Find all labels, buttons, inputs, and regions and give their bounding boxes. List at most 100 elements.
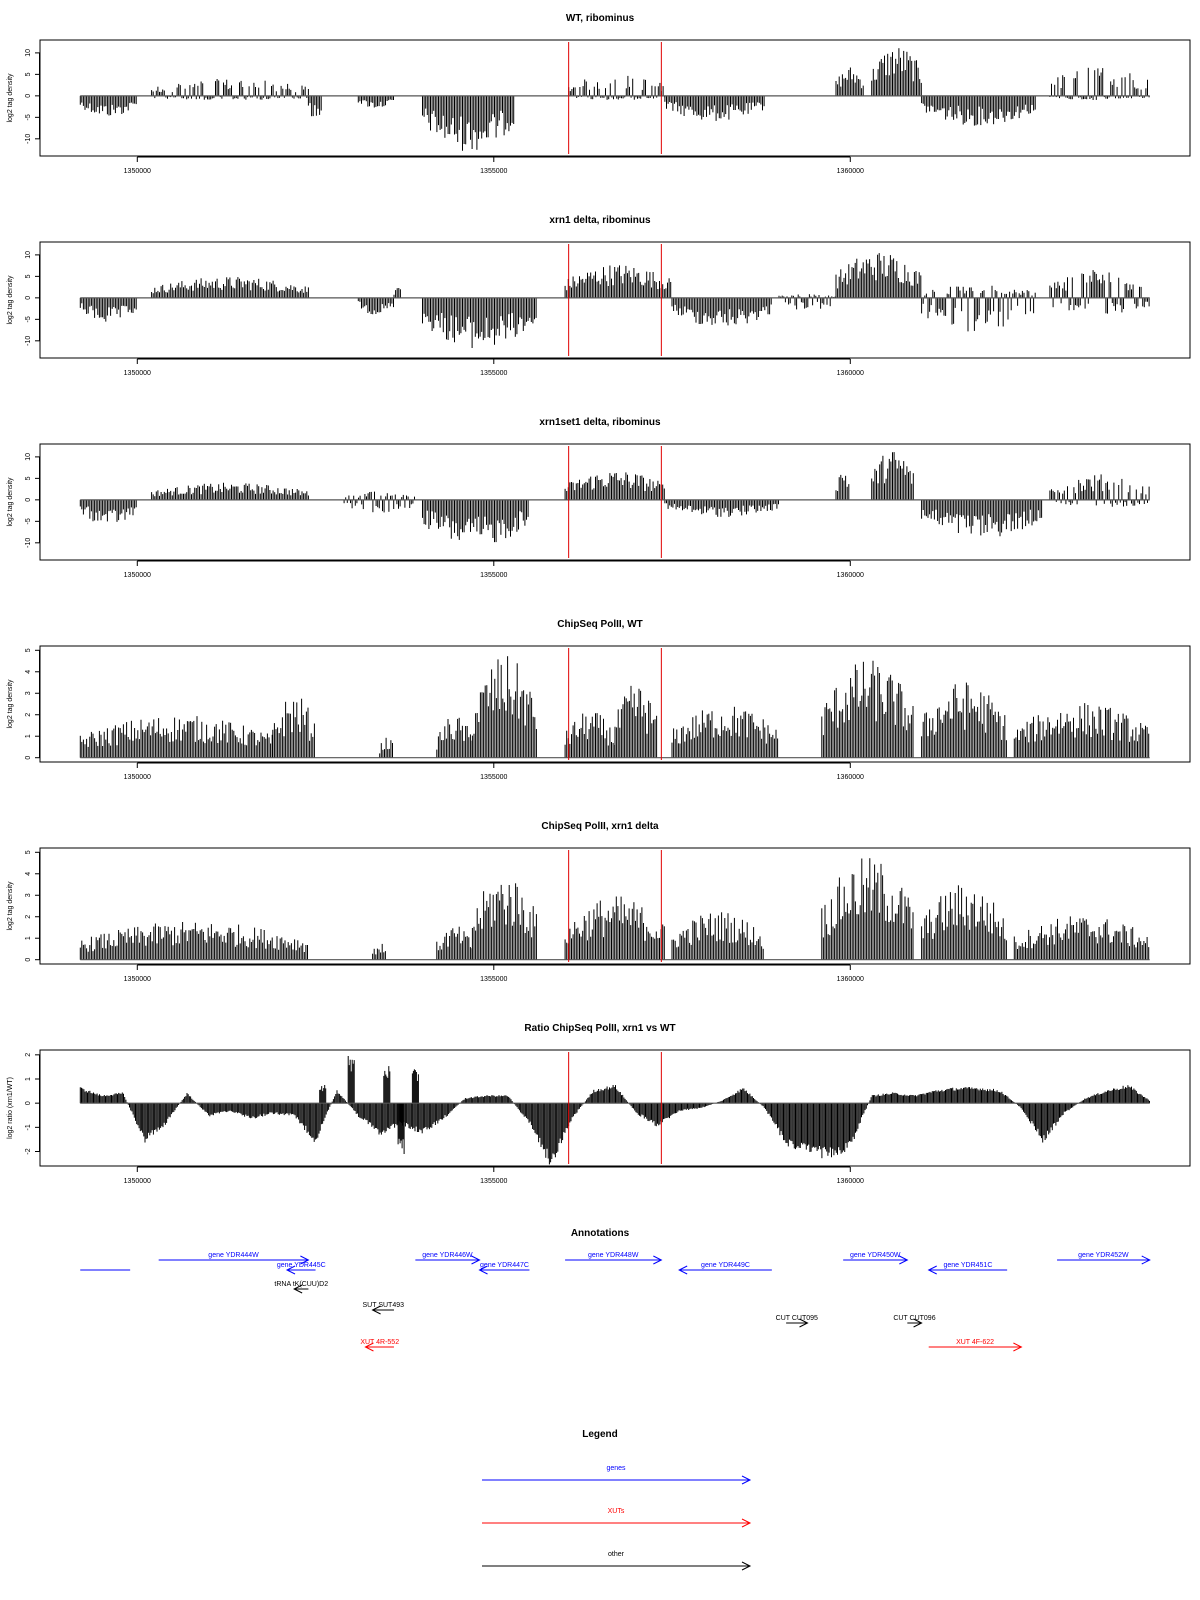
arrow-left-icon [371,1305,381,1315]
segment-7 [835,474,850,500]
arrow-right-icon [741,1475,752,1485]
y-axis-label: log2 tag density [7,275,14,325]
segment-4 [436,717,473,758]
annotation-label: XUT 4R-552 [360,1339,399,1346]
data-series [79,858,1150,960]
arrow-right-icon [741,1561,752,1571]
y-tick-label: 5 [25,648,32,652]
arrow-right-icon [799,1318,809,1328]
y-tick-label: 1 [25,936,32,940]
segment-6 [671,912,764,960]
segment-5 [422,297,537,348]
segment-11 [1013,703,1150,758]
data-series [79,48,1150,151]
segment-1 [79,95,137,116]
legend-entry-other: other [482,1551,752,1571]
y-tick-label: 1 [25,734,32,738]
y-tick-label: 0 [25,1101,32,1105]
annotation-label: gene YDR449C [701,1262,750,1269]
segment-11 [1049,67,1150,100]
segment-5 [471,656,537,758]
arrow-left-icon [285,1265,296,1275]
annotations-section: Annotations gene YDR444W gene YDR445C gene… [80,1228,1151,1352]
arrow-left-icon [478,1265,488,1275]
annotation-xut-4f-622: XUT 4F-622 [928,1339,1023,1352]
arrow-right-icon [300,1255,310,1265]
segment-1 [79,922,308,960]
annotation-label: XUT 4F-622 [956,1339,994,1346]
segment-8 [921,885,1007,960]
x-tick-label: 1360000 [837,168,864,175]
y-tick-label: 5 [25,476,32,480]
segment-2 [372,943,386,960]
panel-title: Ratio ChipSeq PolII, xrn1 vs WT [524,1023,675,1034]
legend: Legend genes XUTs other [482,1429,752,1571]
segment-9 [835,253,922,298]
y-tick-label: 10 [25,453,32,461]
panel-title: ChipSeq PolII, WT [557,619,643,630]
annotation-label: gene YDR446W [422,1252,473,1259]
annotation-label: gene YDR448W [588,1252,639,1259]
annotation-xut-4r-552: XUT 4R-552 [360,1339,399,1352]
segment-2 [272,698,315,758]
panel-title: WT, ribominus [566,13,635,24]
x-tick-label: 1350000 [124,976,151,983]
segment-3 [343,491,415,513]
segment-9 [1013,916,1150,960]
annotation-label: CUT CUT095 [776,1315,818,1322]
segment-6 [564,713,616,758]
annotation-label: tRNA tK(CUU)D2 [274,1281,328,1288]
y-axis-label: log2 tag density [7,477,14,527]
legend-title: Legend [582,1429,618,1440]
y-tick-label: 0 [25,498,32,502]
x-tick-label: 1350000 [124,168,151,175]
y-tick-label: 0 [25,756,32,760]
segment-10 [1049,474,1150,507]
segment-9 [871,48,922,96]
x-tick-label: 1360000 [837,1178,864,1185]
segment-2 [151,482,309,500]
y-tick-label: 3 [25,893,32,897]
y-tick-label: 3 [25,691,32,695]
x-tick-label: 1355000 [480,1178,507,1185]
x-tick-label: 1360000 [837,370,864,377]
segment-4 [422,499,529,543]
annotation-trna-tk-cuu-d2: tRNA tK(CUU)D2 [274,1281,328,1294]
annotation-gene-ydr451c: gene YDR451C [927,1262,1008,1275]
legend-label: other [608,1551,625,1558]
arrow-right-icon [471,1255,481,1265]
legend-label: XUTs [608,1508,625,1515]
data-series [79,452,1150,543]
y-tick-label: 10 [25,49,32,57]
y-tick-label: 5 [25,274,32,278]
segment-10 [921,682,1007,758]
panel-1: WT, ribominus -10 -5 0 5 10 log2 tag density 13… [7,13,1191,175]
segment-7 [671,297,772,326]
segment-8 [778,294,836,310]
y-tick-label: 4 [25,872,32,876]
x-tick-label: 1350000 [124,572,151,579]
y-tick-label: 4 [25,670,32,674]
annotation-cut-cut095: CUT CUT095 [776,1315,818,1328]
y-tick-label: -10 [25,336,32,346]
legend-entry-genes: genes [482,1465,752,1485]
annotation-gene-ydr447c: gene YDR447C [478,1262,530,1275]
y-tick-label: 5 [25,850,32,854]
segment-6 [664,499,779,517]
y-tick-label: -5 [25,518,32,524]
y-tick-label: 0 [25,94,32,98]
segment-5 [564,896,665,960]
arrow-right-icon [1141,1255,1151,1265]
y-tick-label: -2 [25,1148,32,1154]
y-tick-label: 2 [25,915,32,919]
data-series [79,656,1150,758]
segment-8 [671,706,779,758]
annotation-gene-ydr449c: gene YDR449C [678,1262,772,1275]
annotation-label: gene YDR445C [277,1262,326,1269]
annotation-label: gene YDR452W [1078,1252,1129,1259]
arrow-left-icon [678,1265,688,1275]
panel-3: xrn1set1 delta, ribominus -10 -5 0 5 10 log2 t… [7,417,1191,579]
segment-6 [564,265,672,298]
